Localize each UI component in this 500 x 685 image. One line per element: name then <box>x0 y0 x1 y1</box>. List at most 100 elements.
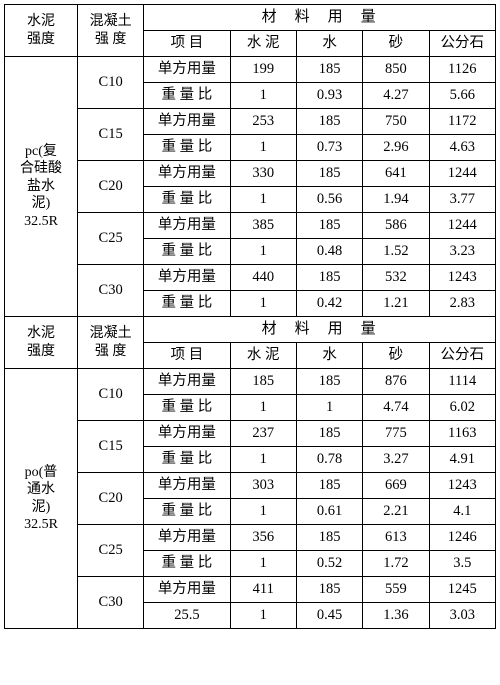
val-unit-0-3-2: 586 <box>363 213 429 239</box>
grade-C25: C25 <box>77 525 143 577</box>
col-stone: 公分石 <box>429 343 495 369</box>
val-ratio-1-3-1: 0.52 <box>296 551 362 577</box>
val-ratio-0-3-3: 3.23 <box>429 239 495 265</box>
val-unit-1-3-3: 1246 <box>429 525 495 551</box>
val-ratio-0-4-0: 1 <box>230 291 296 317</box>
label-unit: 单方用量 <box>144 161 230 187</box>
label-ratio: 重 量 比 <box>144 499 230 525</box>
val-unit-0-4-0: 440 <box>230 265 296 291</box>
val-unit-0-2-1: 185 <box>296 161 362 187</box>
label-unit: 单方用量 <box>144 265 230 291</box>
val-unit-0-0-0: 199 <box>230 57 296 83</box>
val-unit-0-2-3: 1244 <box>429 161 495 187</box>
grade-C15: C15 <box>77 421 143 473</box>
label-unit: 单方用量 <box>144 57 230 83</box>
val-ratio-1-2-3: 4.1 <box>429 499 495 525</box>
val-unit-1-2-0: 303 <box>230 473 296 499</box>
label-unit: 单方用量 <box>144 421 230 447</box>
val-ratio-1-0-1: 1 <box>296 395 362 421</box>
grade-C20: C20 <box>77 473 143 525</box>
val-ratio-1-1-1: 0.78 <box>296 447 362 473</box>
val-unit-0-4-1: 185 <box>296 265 362 291</box>
val-unit-0-3-1: 185 <box>296 213 362 239</box>
val-ratio-1-0-3: 6.02 <box>429 395 495 421</box>
val-ratio-0-1-2: 2.96 <box>363 135 429 161</box>
label-unit: 单方用量 <box>144 369 230 395</box>
cement-type-0: pc(复合硅酸盐水泥)32.5R <box>5 57 78 317</box>
val-unit-1-4-1: 185 <box>296 577 362 603</box>
val-ratio-0-4-2: 1.21 <box>363 291 429 317</box>
val-unit-1-1-3: 1163 <box>429 421 495 447</box>
val-unit-0-0-3: 1126 <box>429 57 495 83</box>
val-ratio-0-0-1: 0.93 <box>296 83 362 109</box>
label-ratio: 重 量 比 <box>144 447 230 473</box>
val-unit-1-4-3: 1245 <box>429 577 495 603</box>
val-unit-0-0-2: 850 <box>363 57 429 83</box>
val-unit-1-1-0: 237 <box>230 421 296 447</box>
col-sand: 砂 <box>363 343 429 369</box>
header-concrete-strength: 混凝土强 度 <box>77 317 143 369</box>
val-unit-0-3-0: 385 <box>230 213 296 239</box>
val-unit-0-1-1: 185 <box>296 109 362 135</box>
col-water: 水 <box>296 31 362 57</box>
label-ratio: 重 量 比 <box>144 187 230 213</box>
val-unit-1-3-2: 613 <box>363 525 429 551</box>
val-ratio-1-4-1: 0.45 <box>296 603 362 629</box>
val-unit-1-1-1: 185 <box>296 421 362 447</box>
grade-C15: C15 <box>77 109 143 161</box>
val-ratio-1-2-0: 1 <box>230 499 296 525</box>
val-ratio-0-0-2: 4.27 <box>363 83 429 109</box>
val-unit-1-4-0: 411 <box>230 577 296 603</box>
label-unit: 单方用量 <box>144 109 230 135</box>
header-cement-strength: 水泥强度 <box>5 317 78 369</box>
grade-C25: C25 <box>77 213 143 265</box>
val-ratio-0-4-3: 2.83 <box>429 291 495 317</box>
val-ratio-1-1-3: 4.91 <box>429 447 495 473</box>
grade-C10: C10 <box>77 57 143 109</box>
val-ratio-0-1-3: 4.63 <box>429 135 495 161</box>
label-unit: 单方用量 <box>144 525 230 551</box>
label-ratio: 重 量 比 <box>144 135 230 161</box>
val-ratio-1-4-0: 1 <box>230 603 296 629</box>
val-ratio-1-0-0: 1 <box>230 395 296 421</box>
val-ratio-0-2-3: 3.77 <box>429 187 495 213</box>
val-ratio-1-4-3: 3.03 <box>429 603 495 629</box>
val-unit-1-0-1: 185 <box>296 369 362 395</box>
val-unit-1-0-2: 876 <box>363 369 429 395</box>
val-ratio-0-3-0: 1 <box>230 239 296 265</box>
val-unit-1-3-0: 356 <box>230 525 296 551</box>
grade-C30: C30 <box>77 265 143 317</box>
cement-type-1: po(普通水泥)32.5R <box>5 369 78 629</box>
val-ratio-1-3-0: 1 <box>230 551 296 577</box>
val-ratio-0-3-2: 1.52 <box>363 239 429 265</box>
val-unit-0-1-0: 253 <box>230 109 296 135</box>
val-unit-1-2-3: 1243 <box>429 473 495 499</box>
label-unit: 单方用量 <box>144 577 230 603</box>
val-ratio-1-4-2: 1.36 <box>363 603 429 629</box>
header-material-usage: 材料用量 <box>144 5 496 31</box>
val-ratio-1-3-3: 3.5 <box>429 551 495 577</box>
grade-C30: C30 <box>77 577 143 629</box>
grade-C20: C20 <box>77 161 143 213</box>
header-concrete-strength: 混凝土强 度 <box>77 5 143 57</box>
val-unit-1-1-2: 775 <box>363 421 429 447</box>
label-unit: 单方用量 <box>144 213 230 239</box>
col-cement: 水 泥 <box>230 343 296 369</box>
header-material-usage: 材料用量 <box>144 317 496 343</box>
val-ratio-1-2-1: 0.61 <box>296 499 362 525</box>
val-unit-0-0-1: 185 <box>296 57 362 83</box>
label-ratio: 重 量 比 <box>144 239 230 265</box>
val-unit-1-2-1: 185 <box>296 473 362 499</box>
val-unit-0-4-3: 1243 <box>429 265 495 291</box>
label-ratio: 重 量 比 <box>144 291 230 317</box>
val-unit-1-2-2: 669 <box>363 473 429 499</box>
label-ratio: 重 量 比 <box>144 395 230 421</box>
val-unit-1-0-0: 185 <box>230 369 296 395</box>
val-unit-0-1-3: 1172 <box>429 109 495 135</box>
val-ratio-1-2-2: 2.21 <box>363 499 429 525</box>
val-unit-0-1-2: 750 <box>363 109 429 135</box>
val-unit-1-0-3: 1114 <box>429 369 495 395</box>
val-ratio-0-3-1: 0.48 <box>296 239 362 265</box>
val-unit-1-3-1: 185 <box>296 525 362 551</box>
val-ratio-0-2-1: 0.56 <box>296 187 362 213</box>
